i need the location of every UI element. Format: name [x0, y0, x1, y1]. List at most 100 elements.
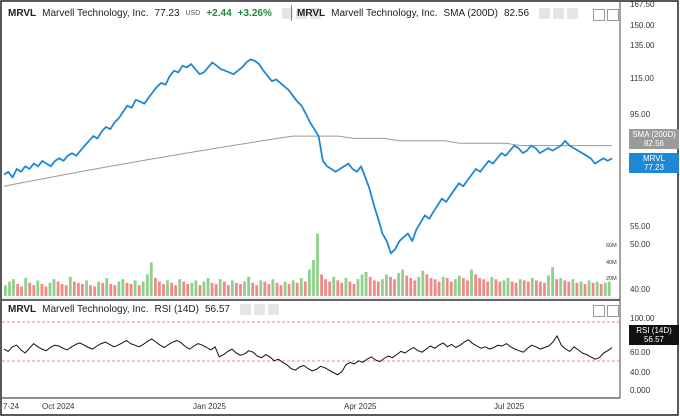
rsi-settings-icon[interactable] — [254, 304, 265, 315]
sma-tag-label: SMA (200D) — [632, 130, 676, 139]
x-tick: Jan 2025 — [193, 402, 226, 411]
volume-bar — [494, 279, 498, 296]
volume-bar — [599, 284, 603, 296]
volume-bar — [393, 279, 396, 296]
sma-hide-icon[interactable] — [539, 8, 551, 19]
volume-bar — [125, 282, 129, 296]
volume-bar — [563, 280, 567, 296]
sma-price-tag: SMA (200D) 82.56 — [629, 129, 679, 149]
legend-separator — [291, 5, 292, 21]
volume-bar — [247, 276, 250, 296]
x-tick: 7-24 — [3, 402, 20, 411]
volume-bar — [178, 279, 182, 296]
maximize-pane-icon[interactable] — [607, 9, 619, 21]
rsi-tag-label: RSI (14D) — [636, 326, 672, 335]
volume-bar — [64, 285, 68, 296]
volume-bar — [182, 281, 186, 296]
volume-bar — [312, 260, 315, 296]
sma-legend[interactable]: MRVL Marvell Technology, Inc. SMA (200D)… — [297, 8, 579, 19]
volume-bar — [231, 280, 234, 296]
volume-bar — [579, 281, 583, 296]
legend-price: 77.23 — [154, 8, 180, 19]
volume-bar — [462, 278, 465, 296]
volume-bar — [502, 280, 506, 296]
legend-company-name: Marvell Technology, Inc. — [42, 8, 149, 19]
volume-bar — [458, 275, 461, 296]
volume-bar — [121, 279, 125, 296]
volume-bar — [16, 284, 19, 296]
volume-bar — [105, 278, 109, 296]
volume-bar — [356, 279, 360, 296]
rsi-delete-icon[interactable] — [268, 304, 279, 315]
price-tick: 135.00 — [630, 41, 655, 50]
rsi-minimize-icon[interactable] — [593, 305, 605, 317]
legend-change-pct: +3.26% — [237, 8, 272, 19]
volume-bar — [364, 272, 368, 296]
volume-bar — [506, 278, 510, 296]
volume-bar — [336, 280, 340, 296]
minimize-pane-icon[interactable] — [593, 9, 605, 21]
rsi-tick: 60.00 — [630, 348, 651, 357]
price-line[interactable] — [3, 58, 613, 255]
price-tick: 95.00 — [630, 110, 651, 119]
volume-bar — [259, 280, 263, 296]
volume-bar — [490, 276, 494, 296]
delete-icon[interactable] — [309, 8, 321, 19]
volume-bar — [486, 281, 490, 296]
volume-bar — [478, 278, 481, 296]
volume-bar — [12, 279, 15, 296]
volume-bar — [482, 279, 486, 296]
volume-bar — [162, 284, 165, 296]
volume-bar — [389, 276, 392, 296]
sma-delete-icon[interactable] — [567, 8, 579, 19]
volume-bar — [551, 267, 554, 296]
volume-bar — [385, 274, 388, 296]
volume-bar — [352, 284, 356, 296]
volume-bar — [559, 278, 563, 296]
volume-bar — [194, 280, 198, 296]
rsi-legend[interactable]: MRVL Marvell Technology, Inc. RSI (14D) … — [8, 304, 279, 315]
volume-bar — [235, 282, 238, 296]
volume-bar — [539, 281, 542, 296]
sma-legend-company-name: Marvell Technology, Inc. — [331, 8, 438, 19]
volume-bar — [535, 280, 538, 296]
volume-bar — [170, 282, 173, 296]
volume-bar — [360, 274, 364, 296]
sma-tag-value: 82.56 — [643, 139, 665, 148]
sma-settings-icon[interactable] — [553, 8, 565, 19]
settings-icon[interactable] — [295, 8, 307, 19]
volume-bar — [445, 278, 449, 296]
volume-bar — [137, 285, 141, 296]
volume-bar — [40, 284, 44, 296]
hide-icon[interactable] — [281, 8, 293, 19]
price-tick: 50.00 — [630, 240, 651, 249]
rsi-maximize-icon[interactable] — [607, 305, 619, 317]
volume-tick: 60M — [606, 243, 617, 249]
sma-legend-indicator: SMA (200D) — [443, 8, 498, 19]
volume-bar — [595, 281, 599, 296]
volume-bar — [299, 278, 303, 296]
price-tick: 150.00 — [630, 21, 655, 30]
rsi-tag-value: 56.57 — [643, 335, 665, 344]
volume-bar — [89, 285, 92, 296]
volume-bar — [283, 281, 287, 296]
volume-bar — [8, 281, 11, 296]
volume-bar — [101, 282, 105, 296]
rsi-line[interactable] — [3, 335, 613, 376]
volume-bar — [32, 285, 36, 296]
price-tick: 115.00 — [630, 74, 654, 83]
main-legend[interactable]: MRVL Marvell Technology, Inc. 77.23 USD +… — [8, 8, 321, 19]
volume-bar — [441, 276, 445, 296]
sma-legend-symbol: MRVL — [297, 8, 326, 19]
volume-bar — [413, 280, 417, 296]
volume-bar — [24, 278, 28, 296]
volume-bar — [77, 282, 80, 296]
volume-bar — [474, 274, 477, 296]
volume-bar — [141, 281, 145, 296]
rsi-hide-icon[interactable] — [240, 304, 251, 315]
volume-bar — [255, 285, 259, 296]
volume-bar — [44, 286, 48, 296]
volume-bar — [303, 281, 307, 296]
